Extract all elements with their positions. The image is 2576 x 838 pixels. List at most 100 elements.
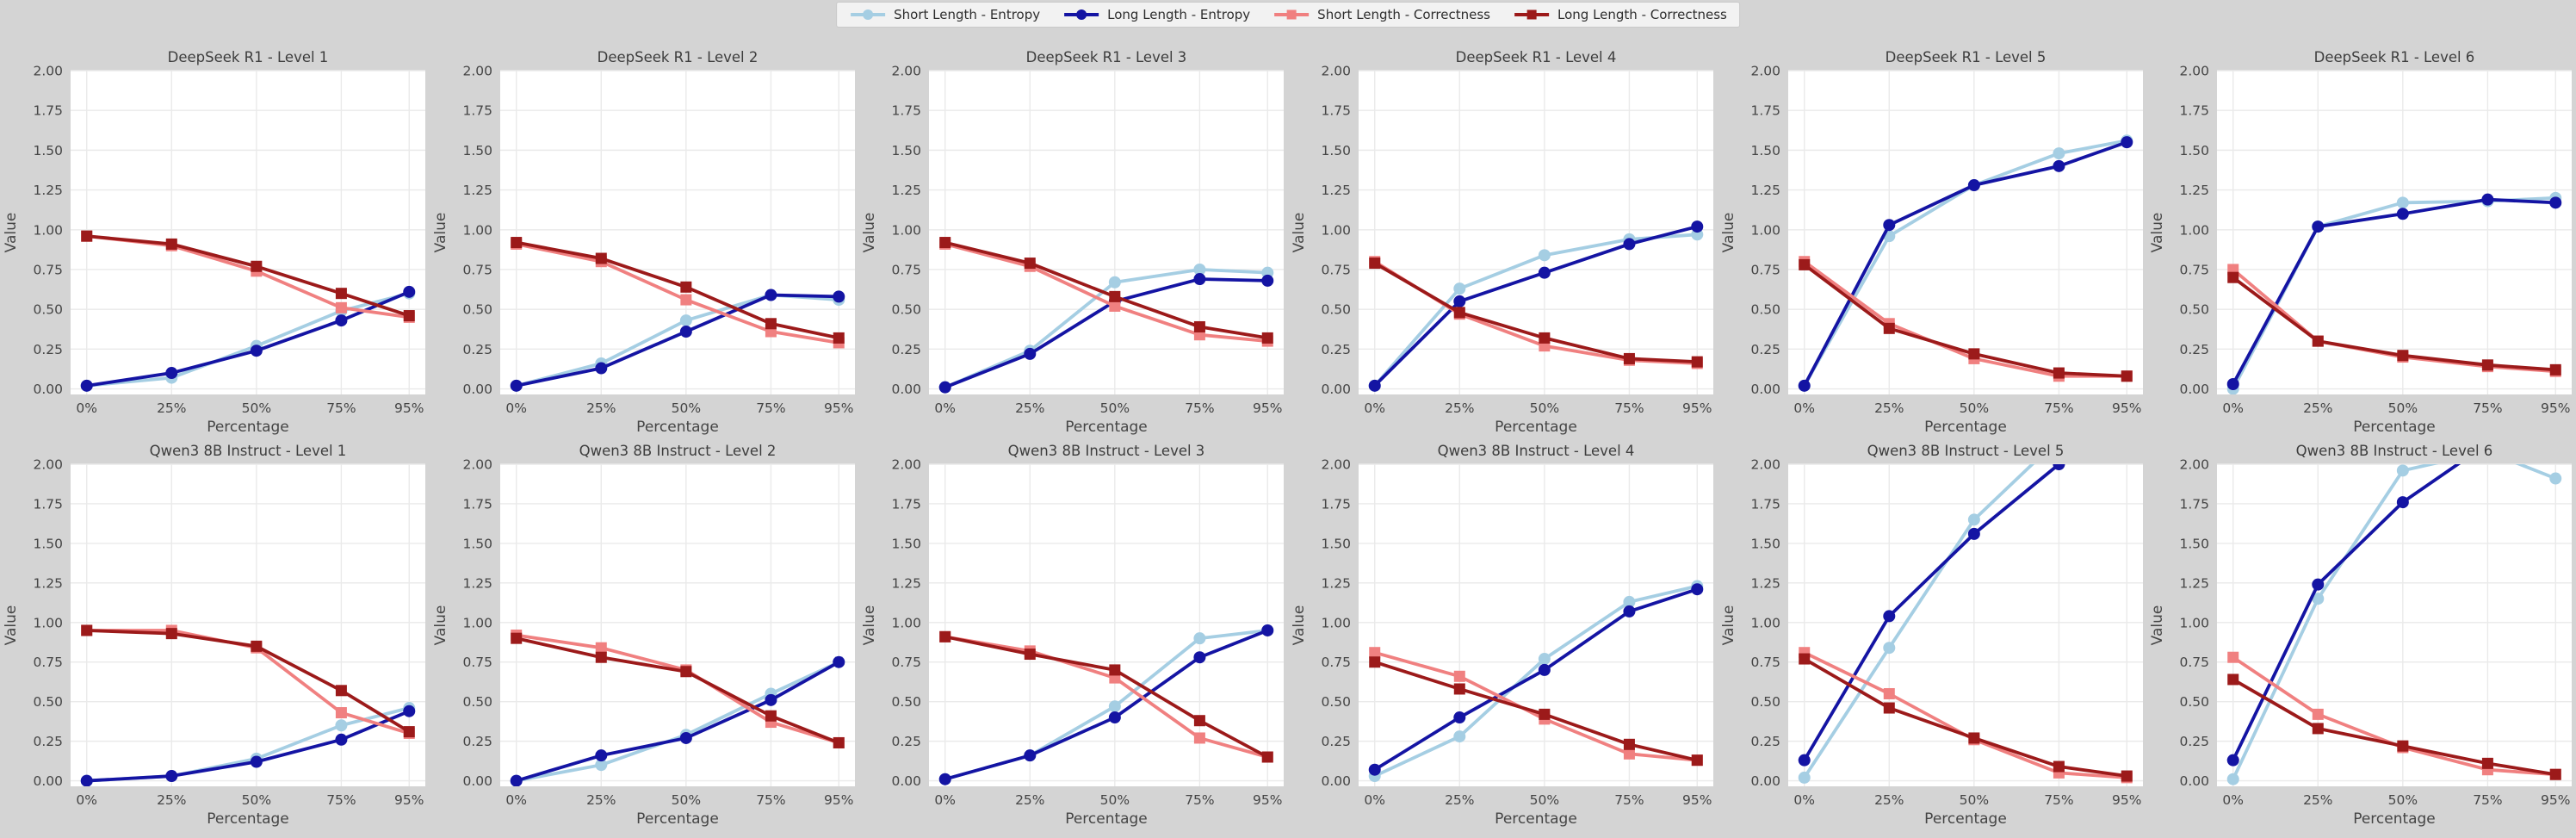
y-tick-label: 2.00 [1321, 64, 1351, 79]
series-group [939, 624, 1274, 785]
series-markers-long-correctness [939, 237, 1274, 344]
y-tick-label: 0.75 [34, 655, 63, 670]
x-tick-label: 95% [1682, 400, 1712, 416]
plot-area [499, 71, 855, 394]
x-tick-label: 50% [242, 400, 271, 416]
series-markers-long-correctness [81, 624, 415, 738]
y-tick-label: 0.00 [2180, 382, 2209, 397]
x-tick-label: 75% [1614, 792, 1644, 808]
y-tick-label: 0.00 [1750, 773, 1780, 789]
y-tick-label: 1.00 [2180, 222, 2209, 238]
plot-area [499, 464, 855, 786]
long-entropy-legend-swatch-icon [1064, 9, 1099, 20]
x-tick-label: 75% [756, 792, 785, 808]
y-tick-label: 1.50 [462, 143, 492, 158]
x-tick-label: 75% [2044, 792, 2073, 808]
subplot-title: Qwen3 8B Instruct - Level 5 [1867, 443, 2064, 459]
y-tick-label: 0.50 [2180, 302, 2209, 318]
y-tick-label: 1.25 [34, 183, 63, 198]
legend: Short Length - Entropy Long Length - Entr… [836, 2, 1740, 28]
x-tick-label: 95% [2541, 400, 2570, 416]
y-tick-label: 0.75 [2180, 655, 2209, 670]
subplot-qwen3-8b-instruct-level-4: Qwen3 8B Instruct - Level 4 0.00 0.25 0.50 0… [1288, 435, 1718, 838]
y-tick-label: 0.75 [1750, 655, 1780, 670]
x-tick-label: 75% [2044, 400, 2073, 416]
x-tick-label: 0% [1793, 400, 1815, 416]
series-markers-long-entropy [80, 705, 416, 786]
y-tick-label: 1.50 [34, 536, 63, 551]
x-tick-label: 25% [1015, 792, 1044, 808]
y-tick-label: 2.00 [462, 64, 492, 79]
x-tick-label: 25% [1445, 792, 1474, 808]
x-tick-label: 75% [2474, 400, 2503, 416]
x-tick-label: 0% [505, 400, 527, 416]
series-markers-long-entropy [939, 624, 1274, 785]
series-group [80, 624, 416, 786]
x-tick-label: 50% [1530, 400, 1559, 416]
x-tick-label: 50% [242, 792, 271, 808]
x-axis-label: Percentage [1495, 419, 1577, 435]
x-tick-label: 0% [2223, 792, 2245, 808]
x-tick-label: 50% [1959, 400, 1988, 416]
y-tick-label: 1.75 [892, 496, 921, 512]
subplot-title: DeepSeek R1 - Level 2 [597, 49, 758, 65]
plot-area [2217, 464, 2573, 786]
x-tick-label: 0% [1364, 792, 1385, 808]
y-tick-label: 2.00 [2180, 456, 2209, 472]
y-tick-label: 1.50 [2180, 536, 2209, 551]
y-tick-label: 0.50 [1321, 694, 1351, 710]
gridlines [1787, 463, 2143, 786]
x-tick-label: 0% [1793, 792, 1815, 808]
y-tick-label: 1.25 [2180, 575, 2209, 591]
y-axis-label: Value [2149, 605, 2166, 646]
subplot-canvas: Qwen3 8B Instruct - Level 3 0.00 0.25 0.50 0… [861, 443, 1285, 828]
gridlines [1358, 70, 1713, 394]
x-tick-label: 25% [2303, 792, 2332, 808]
series-group [80, 230, 416, 392]
y-tick-label: 0.00 [892, 382, 921, 397]
series-markers-long-correctness [1798, 653, 2133, 782]
series-markers-long-entropy [1368, 220, 1704, 392]
y-tick-label: 1.50 [34, 143, 63, 158]
y-tick-label: 2.00 [462, 457, 492, 473]
subplot-canvas: Qwen3 8B Instruct - Level 4 0.00 0.25 0.50 0… [1291, 443, 1713, 828]
y-axis-label: Value [1720, 213, 1737, 253]
x-tick-label: 95% [1253, 792, 1282, 808]
x-tick-label: 95% [824, 792, 853, 808]
x-axis-label: Percentage [2354, 810, 2437, 828]
subplot-deepseek-r1-level-1: DeepSeek R1 - Level 1 0.00 0.25 0.50 0.75 1.0… [0, 0, 430, 435]
y-tick-label: 1.00 [34, 222, 63, 238]
y-tick-label: 0.25 [2180, 342, 2209, 357]
y-axis-label: Value [2149, 213, 2166, 253]
series-markers-long-entropy [1798, 464, 2065, 767]
y-axis-label: Value [1291, 605, 1308, 646]
y-tick-label: 0.75 [462, 655, 492, 670]
y-tick-label: 1.75 [462, 103, 492, 119]
y-tick-label: 1.00 [892, 222, 921, 238]
x-tick-label: 75% [756, 400, 785, 416]
y-tick-label: 0.25 [2180, 734, 2209, 749]
legend-label: Short Length - Correctness [1317, 7, 1490, 22]
plot-area [1358, 71, 1713, 394]
series-markers-long-entropy [1798, 136, 2133, 392]
y-tick-label: 1.50 [1321, 143, 1351, 158]
y-tick-label: 0.75 [2180, 262, 2209, 277]
y-tick-label: 0.50 [1750, 694, 1780, 710]
y-tick-label: 1.50 [892, 143, 921, 158]
x-tick-label: 0% [1364, 400, 1385, 416]
legend-label: Long Length - Correctness [1557, 7, 1727, 22]
gridlines [499, 70, 855, 394]
series-group [2227, 464, 2562, 785]
y-tick-label: 1.50 [1750, 143, 1780, 158]
y-tick-label: 0.50 [892, 694, 921, 710]
x-tick-label: 25% [157, 400, 186, 416]
plot-area [70, 71, 425, 394]
subplot-title: Qwen3 8B Instruct - Level 2 [579, 443, 776, 459]
y-tick-label: 1.75 [34, 103, 63, 119]
series-markers-long-correctness [939, 630, 1274, 763]
subplot-title: DeepSeek R1 - Level 4 [1456, 49, 1617, 65]
y-tick-label: 0.25 [892, 734, 921, 749]
x-tick-label: 0% [2223, 400, 2245, 416]
y-tick-label: 1.00 [1750, 222, 1780, 238]
y-tick-label: 0.25 [1750, 342, 1780, 357]
